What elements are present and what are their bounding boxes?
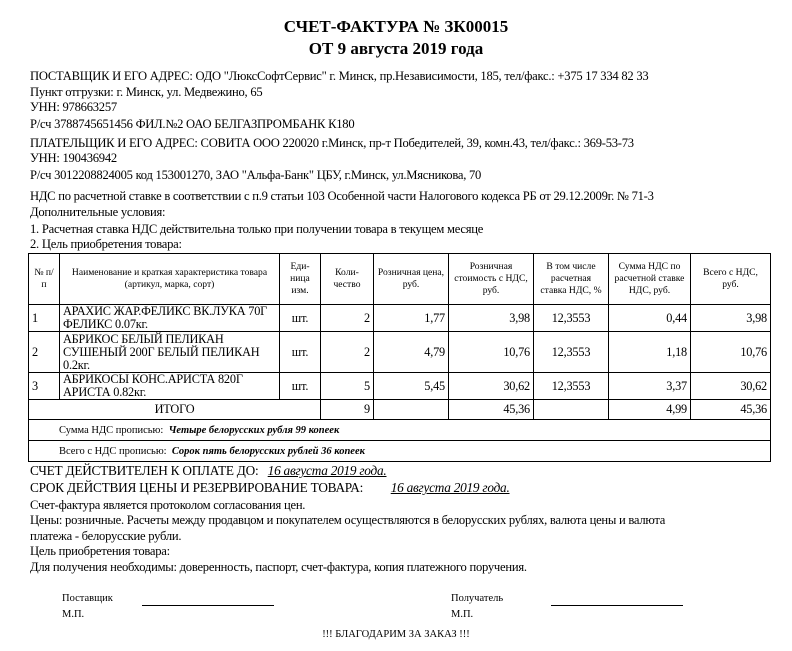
price: 1,77 <box>373 304 449 332</box>
unit: шт. <box>279 372 321 400</box>
supplier-address: ПОСТАВЩИК И ЕГО АДРЕС: ОДО "ЛюксСофтСерв… <box>30 69 649 83</box>
supplier-signature-line <box>142 605 274 606</box>
total-quantity: 9 <box>320 399 374 420</box>
validity-label: СЧЕТ ДЕЙСТВИТЕЛЕН К ОПЛАТЕ ДО: <box>30 463 259 478</box>
total-in-words-row: Всего с НДС прописью: Сорок пять белорус… <box>28 440 771 462</box>
supplier-account: Р/сч 3788745651456 ФИЛ.№2 ОАО БЕЛГАЗПРОМ… <box>30 117 355 131</box>
header-cell: Розничная цена, руб. <box>373 253 449 305</box>
quantity: 2 <box>320 331 374 373</box>
totals-label: ИТОГО <box>28 399 321 420</box>
total-in-words: Всего с НДС прописью: Сорок пять белорус… <box>28 440 771 462</box>
reservation-label: СРОК ДЕЙСТВИЯ ЦЕНЫ И РЕЗЕРВИРОВАНИЕ ТОВА… <box>30 480 364 495</box>
header-cell: Всего с НДС, руб. <box>690 253 771 305</box>
header-cell: Сумма НДС по расчетной ставке НДС, руб. <box>608 253 691 305</box>
product-name: АБРИКОС БЕЛЫЙ ПЕЛИКАН СУШЕНЫЙ 200Г БЕЛЫЙ… <box>59 331 280 373</box>
product-name: АБРИКОСЫ КОНС.АРИСТА 820Г АРИСТА 0.82кг. <box>59 372 280 400</box>
row-number: 3 <box>28 372 60 400</box>
footer-note-3: платежа - белорусские рубли. <box>30 529 182 543</box>
vat-note: НДС по расчетной ставке в соответствии с… <box>30 189 654 203</box>
cost-with-vat: 10,76 <box>448 331 534 373</box>
condition-1: 1. Расчетная ставка НДС действительна то… <box>30 222 484 236</box>
header-cell: Наименование и краткая характеристика то… <box>59 253 280 305</box>
invoice-title: СЧЕТ-ФАКТУРА № ЗК00015 <box>283 17 509 36</box>
empty-cell <box>533 399 609 420</box>
supplier-unn: УНН: 978663257 <box>30 100 117 114</box>
reservation-date: 16 августа 2019 года. <box>390 480 510 495</box>
cost-with-vat: 30,62 <box>448 372 534 400</box>
price: 5,45 <box>373 372 449 400</box>
footer-note-2: Цены: розничные. Расчеты между продавцом… <box>30 513 666 527</box>
total-vat: 4,99 <box>608 399 691 420</box>
payer-account: Р/сч 3012208824005 код 153001270, ЗАО "А… <box>30 168 482 182</box>
price-reservation: СРОК ДЕЙСТВИЯ ЦЕНЫ И РЕЗЕРВИРОВАНИЕ ТОВА… <box>30 480 510 495</box>
vat-amount: 0,44 <box>608 304 691 332</box>
header-cell: Розничная стоимость с НДС, руб. <box>448 253 534 305</box>
total-words-label: Всего с НДС прописью: <box>59 445 167 457</box>
header-cell: № п/п <box>28 253 60 305</box>
supplier-signature-label: Поставщик <box>62 593 113 604</box>
header-cell: Еди-ница изм. <box>279 253 321 305</box>
total-with-vat: 10,76 <box>690 331 771 373</box>
quantity: 5 <box>320 372 374 400</box>
header-cell: В том числе расчетная ставка НДС, % <box>533 253 609 305</box>
receiver-signature-line <box>551 605 683 606</box>
supplier-stamp-label: М.П. <box>62 609 85 620</box>
table-row: 3 АБРИКОСЫ КОНС.АРИСТА 820Г АРИСТА 0.82к… <box>28 372 771 400</box>
header-cell: Коли-чество <box>320 253 374 305</box>
payment-validity: СЧЕТ ДЕЙСТВИТЕЛЕН К ОПЛАТЕ ДО: 16 август… <box>30 463 387 478</box>
quantity: 2 <box>320 304 374 332</box>
product-name: АРАХИС ЖАР.ФЕЛИКС ВК.ЛУКА 70Г ФЕЛИКС 0.0… <box>59 304 280 332</box>
footer-note-4: Цель приобретения товара: <box>30 544 170 558</box>
row-number: 2 <box>28 331 60 373</box>
vat-amount: 3,37 <box>608 372 691 400</box>
vat-rate: 12,3553 <box>533 372 609 400</box>
vat-in-words-row: Сумма НДС прописью: Четыре белорусских р… <box>28 419 771 441</box>
vat-in-words: Сумма НДС прописью: Четыре белорусских р… <box>28 419 771 441</box>
footer-note-1: Счет-фактура является протоколом согласо… <box>30 498 306 512</box>
cost-with-vat: 3,98 <box>448 304 534 332</box>
total-words-value: Сорок пять белорусских рублей 36 копеек <box>171 445 365 457</box>
extra-conditions-label: Дополнительные условия: <box>30 205 166 219</box>
total-with-vat: 30,62 <box>690 372 771 400</box>
vat-rate: 12,3553 <box>533 304 609 332</box>
price: 4,79 <box>373 331 449 373</box>
condition-2: 2. Цель приобретения товара: <box>30 237 182 251</box>
table-header: № п/п Наименование и краткая характерист… <box>28 253 771 305</box>
thanks-message: !!! БЛАГОДАРИМ ЗА ЗАКАЗ !!! <box>322 629 470 640</box>
total-cost: 45,36 <box>448 399 534 420</box>
grand-total: 45,36 <box>690 399 771 420</box>
vat-rate: 12,3553 <box>533 331 609 373</box>
shipping-point: Пункт отгрузки: г. Минск, ул. Медвежино,… <box>30 85 263 99</box>
table-row: 2 АБРИКОС БЕЛЫЙ ПЕЛИКАН СУШЕНЫЙ 200Г БЕЛ… <box>28 331 771 373</box>
receiver-signature-label: Получатель <box>451 593 504 604</box>
vat-amount: 1,18 <box>608 331 691 373</box>
vat-words-value: Четыре белорусских рубля 99 копеек <box>168 424 340 436</box>
footer-note-5: Для получения необходимы: доверенность, … <box>30 560 527 574</box>
payer-address: ПЛАТЕЛЬЩИК И ЕГО АДРЕС: СОВИТА ООО 22002… <box>30 136 634 150</box>
row-number: 1 <box>28 304 60 332</box>
table-row: 1 АРАХИС ЖАР.ФЕЛИКС ВК.ЛУКА 70Г ФЕЛИКС 0… <box>28 304 771 332</box>
totals-row: ИТОГО 9 45,36 4,99 45,36 <box>28 399 771 420</box>
payer-unn: УНН: 190436942 <box>30 151 117 165</box>
validity-date: 16 августа 2019 года. <box>267 463 387 478</box>
total-with-vat: 3,98 <box>690 304 771 332</box>
unit: шт. <box>279 331 321 373</box>
unit: шт. <box>279 304 321 332</box>
invoice-table: № п/п Наименование и краткая характерист… <box>28 253 771 462</box>
invoice-date: ОТ 9 августа 2019 года <box>308 39 484 58</box>
empty-cell <box>373 399 449 420</box>
vat-words-label: Сумма НДС прописью: <box>59 424 164 436</box>
receiver-stamp-label: М.П. <box>451 609 474 620</box>
